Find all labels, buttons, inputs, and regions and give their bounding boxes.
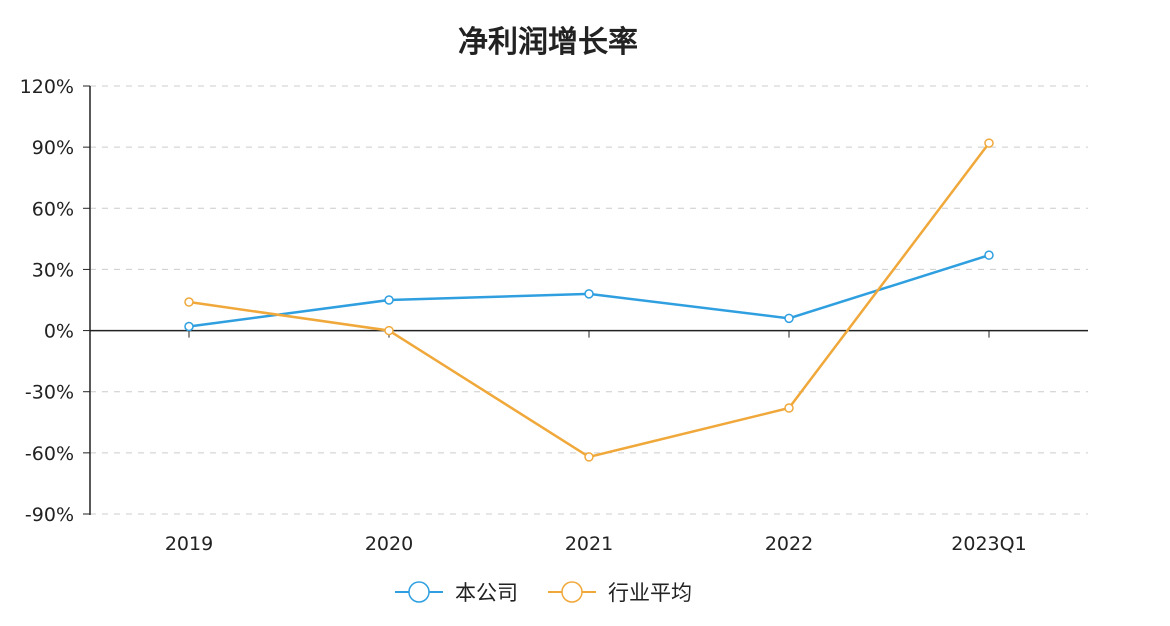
data-point[interactable] <box>784 313 794 324</box>
data-point[interactable] <box>984 138 994 148</box>
data-point[interactable] <box>784 403 794 413</box>
x-tick-label: 2023Q1 <box>951 533 1026 555</box>
y-tick-label: -30% <box>25 382 74 404</box>
y-tick-label: 30% <box>32 259 74 281</box>
legend-item-0[interactable]: 本公司 <box>395 581 518 605</box>
data-point[interactable] <box>384 325 394 336</box>
legend-label: 本公司 <box>455 581 518 605</box>
y-tick-label: 60% <box>32 198 74 220</box>
y-tick-label: -60% <box>25 443 74 465</box>
legend-item-1[interactable]: 行业平均 <box>548 581 692 605</box>
data-point[interactable] <box>584 289 594 299</box>
y-tick-label: -90% <box>25 504 74 526</box>
x-tick-label: 2019 <box>165 533 213 555</box>
data-point[interactable] <box>384 295 394 305</box>
series-line-1 <box>188 142 990 459</box>
y-tick-label: 0% <box>44 321 74 343</box>
y-tick-label: 90% <box>32 137 74 159</box>
x-tick-label: 2022 <box>765 533 813 555</box>
x-tick-label: 2021 <box>565 533 613 555</box>
y-tick-label: 120% <box>20 76 74 98</box>
data-point[interactable] <box>184 321 194 332</box>
legend-circle-icon <box>408 581 430 603</box>
data-point[interactable] <box>984 250 994 260</box>
x-tick-label: 2020 <box>365 533 413 555</box>
data-point[interactable] <box>584 452 594 462</box>
legend-label: 行业平均 <box>608 581 692 605</box>
chart-title: 净利润增长率 <box>458 25 638 60</box>
data-point[interactable] <box>184 297 194 307</box>
legend-circle-icon <box>561 581 583 603</box>
